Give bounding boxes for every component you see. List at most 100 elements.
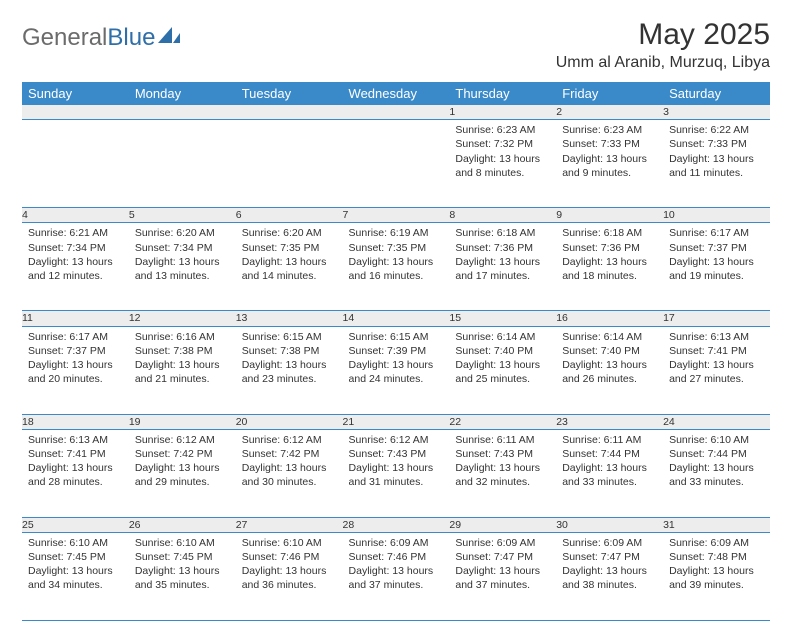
- day-line: Sunrise: 6:20 AM: [135, 226, 230, 240]
- day-cell: Sunrise: 6:09 AMSunset: 7:47 PMDaylight:…: [556, 532, 663, 620]
- day-line: Sunrise: 6:11 AM: [455, 433, 550, 447]
- day-line: Sunset: 7:38 PM: [135, 344, 230, 358]
- day-cell: Sunrise: 6:23 AMSunset: 7:33 PMDaylight:…: [556, 120, 663, 208]
- day-cell: Sunrise: 6:13 AMSunset: 7:41 PMDaylight:…: [22, 429, 129, 517]
- weekday-header: Tuesday: [236, 82, 343, 105]
- day-content: Sunrise: 6:22 AMSunset: 7:33 PMDaylight:…: [663, 120, 770, 184]
- day-line: Sunrise: 6:14 AM: [562, 330, 657, 344]
- day-line: Daylight: 13 hours and 18 minutes.: [562, 255, 657, 283]
- day-line: Daylight: 13 hours and 21 minutes.: [135, 358, 230, 386]
- day-line: Sunrise: 6:10 AM: [135, 536, 230, 550]
- day-content: [236, 120, 343, 127]
- day-content: Sunrise: 6:13 AMSunset: 7:41 PMDaylight:…: [22, 430, 129, 494]
- week-row: Sunrise: 6:13 AMSunset: 7:41 PMDaylight:…: [22, 429, 770, 517]
- day-number: 21: [343, 414, 450, 429]
- day-line: Sunrise: 6:21 AM: [28, 226, 123, 240]
- day-line: Sunrise: 6:18 AM: [455, 226, 550, 240]
- day-content: Sunrise: 6:10 AMSunset: 7:44 PMDaylight:…: [663, 430, 770, 494]
- weekday-header: Wednesday: [343, 82, 450, 105]
- day-line: Sunrise: 6:10 AM: [28, 536, 123, 550]
- day-number: 18: [22, 414, 129, 429]
- day-content: Sunrise: 6:12 AMSunset: 7:42 PMDaylight:…: [236, 430, 343, 494]
- day-content: Sunrise: 6:16 AMSunset: 7:38 PMDaylight:…: [129, 327, 236, 391]
- day-cell: Sunrise: 6:16 AMSunset: 7:38 PMDaylight:…: [129, 326, 236, 414]
- weekday-header: Sunday: [22, 82, 129, 105]
- day-content: Sunrise: 6:12 AMSunset: 7:42 PMDaylight:…: [129, 430, 236, 494]
- day-cell: Sunrise: 6:18 AMSunset: 7:36 PMDaylight:…: [556, 223, 663, 311]
- day-cell: Sunrise: 6:18 AMSunset: 7:36 PMDaylight:…: [449, 223, 556, 311]
- day-cell: Sunrise: 6:17 AMSunset: 7:37 PMDaylight:…: [22, 326, 129, 414]
- day-number: 27: [236, 517, 343, 532]
- logo-sail-icon: [158, 27, 180, 50]
- day-line: Sunset: 7:33 PM: [669, 137, 764, 151]
- day-line: Daylight: 13 hours and 9 minutes.: [562, 152, 657, 180]
- day-line: Sunrise: 6:10 AM: [242, 536, 337, 550]
- day-line: Sunrise: 6:09 AM: [455, 536, 550, 550]
- calendar-table: Sunday Monday Tuesday Wednesday Thursday…: [22, 82, 770, 621]
- day-number: 12: [129, 311, 236, 326]
- weekday-header-row: Sunday Monday Tuesday Wednesday Thursday…: [22, 82, 770, 105]
- day-line: Sunset: 7:41 PM: [28, 447, 123, 461]
- day-number: 4: [22, 208, 129, 223]
- day-cell: Sunrise: 6:12 AMSunset: 7:42 PMDaylight:…: [129, 429, 236, 517]
- day-cell: Sunrise: 6:19 AMSunset: 7:35 PMDaylight:…: [343, 223, 450, 311]
- day-cell: Sunrise: 6:11 AMSunset: 7:44 PMDaylight:…: [556, 429, 663, 517]
- week-row: Sunrise: 6:17 AMSunset: 7:37 PMDaylight:…: [22, 326, 770, 414]
- daynum-row: 45678910: [22, 208, 770, 223]
- day-line: Sunset: 7:44 PM: [669, 447, 764, 461]
- day-content: Sunrise: 6:17 AMSunset: 7:37 PMDaylight:…: [22, 327, 129, 391]
- day-line: Sunset: 7:45 PM: [28, 550, 123, 564]
- weekday-header: Friday: [556, 82, 663, 105]
- day-line: Sunrise: 6:11 AM: [562, 433, 657, 447]
- daynum-row: 123: [22, 105, 770, 120]
- day-line: Sunrise: 6:16 AM: [135, 330, 230, 344]
- day-content: Sunrise: 6:10 AMSunset: 7:46 PMDaylight:…: [236, 533, 343, 597]
- day-content: [343, 120, 450, 127]
- day-line: Sunset: 7:41 PM: [669, 344, 764, 358]
- day-content: Sunrise: 6:18 AMSunset: 7:36 PMDaylight:…: [449, 223, 556, 287]
- day-cell: Sunrise: 6:20 AMSunset: 7:34 PMDaylight:…: [129, 223, 236, 311]
- week-row: Sunrise: 6:10 AMSunset: 7:45 PMDaylight:…: [22, 532, 770, 620]
- day-line: Sunrise: 6:12 AM: [349, 433, 444, 447]
- day-content: Sunrise: 6:23 AMSunset: 7:32 PMDaylight:…: [449, 120, 556, 184]
- day-line: Sunrise: 6:15 AM: [242, 330, 337, 344]
- day-number: 9: [556, 208, 663, 223]
- day-content: Sunrise: 6:18 AMSunset: 7:36 PMDaylight:…: [556, 223, 663, 287]
- day-number: 15: [449, 311, 556, 326]
- day-cell: [236, 120, 343, 208]
- day-number: 20: [236, 414, 343, 429]
- header-right: May 2025 Umm al Aranib, Murzuq, Libya: [556, 18, 770, 72]
- day-line: Sunset: 7:34 PM: [28, 241, 123, 255]
- day-cell: Sunrise: 6:21 AMSunset: 7:34 PMDaylight:…: [22, 223, 129, 311]
- day-cell: [129, 120, 236, 208]
- day-line: Daylight: 13 hours and 33 minutes.: [562, 461, 657, 489]
- day-line: Sunset: 7:43 PM: [455, 447, 550, 461]
- day-line: Daylight: 13 hours and 34 minutes.: [28, 564, 123, 592]
- logo-text-blue: Blue: [107, 24, 155, 52]
- day-line: Daylight: 13 hours and 29 minutes.: [135, 461, 230, 489]
- day-content: Sunrise: 6:21 AMSunset: 7:34 PMDaylight:…: [22, 223, 129, 287]
- day-line: Sunset: 7:40 PM: [455, 344, 550, 358]
- day-cell: Sunrise: 6:12 AMSunset: 7:42 PMDaylight:…: [236, 429, 343, 517]
- day-content: Sunrise: 6:11 AMSunset: 7:43 PMDaylight:…: [449, 430, 556, 494]
- day-line: Daylight: 13 hours and 25 minutes.: [455, 358, 550, 386]
- day-cell: Sunrise: 6:09 AMSunset: 7:46 PMDaylight:…: [343, 532, 450, 620]
- day-number: 1: [449, 105, 556, 120]
- day-content: Sunrise: 6:13 AMSunset: 7:41 PMDaylight:…: [663, 327, 770, 391]
- day-line: Daylight: 13 hours and 26 minutes.: [562, 358, 657, 386]
- day-line: Daylight: 13 hours and 16 minutes.: [349, 255, 444, 283]
- day-number: [22, 105, 129, 120]
- day-number: 2: [556, 105, 663, 120]
- day-line: Sunrise: 6:14 AM: [455, 330, 550, 344]
- day-line: Daylight: 13 hours and 37 minutes.: [349, 564, 444, 592]
- day-content: Sunrise: 6:09 AMSunset: 7:48 PMDaylight:…: [663, 533, 770, 597]
- day-line: Daylight: 13 hours and 23 minutes.: [242, 358, 337, 386]
- day-content: [129, 120, 236, 127]
- day-line: Sunset: 7:34 PM: [135, 241, 230, 255]
- day-line: Daylight: 13 hours and 27 minutes.: [669, 358, 764, 386]
- header: GeneralBlue May 2025 Umm al Aranib, Murz…: [22, 18, 770, 72]
- day-line: Sunset: 7:38 PM: [242, 344, 337, 358]
- day-number: 22: [449, 414, 556, 429]
- day-cell: Sunrise: 6:23 AMSunset: 7:32 PMDaylight:…: [449, 120, 556, 208]
- day-line: Sunset: 7:43 PM: [349, 447, 444, 461]
